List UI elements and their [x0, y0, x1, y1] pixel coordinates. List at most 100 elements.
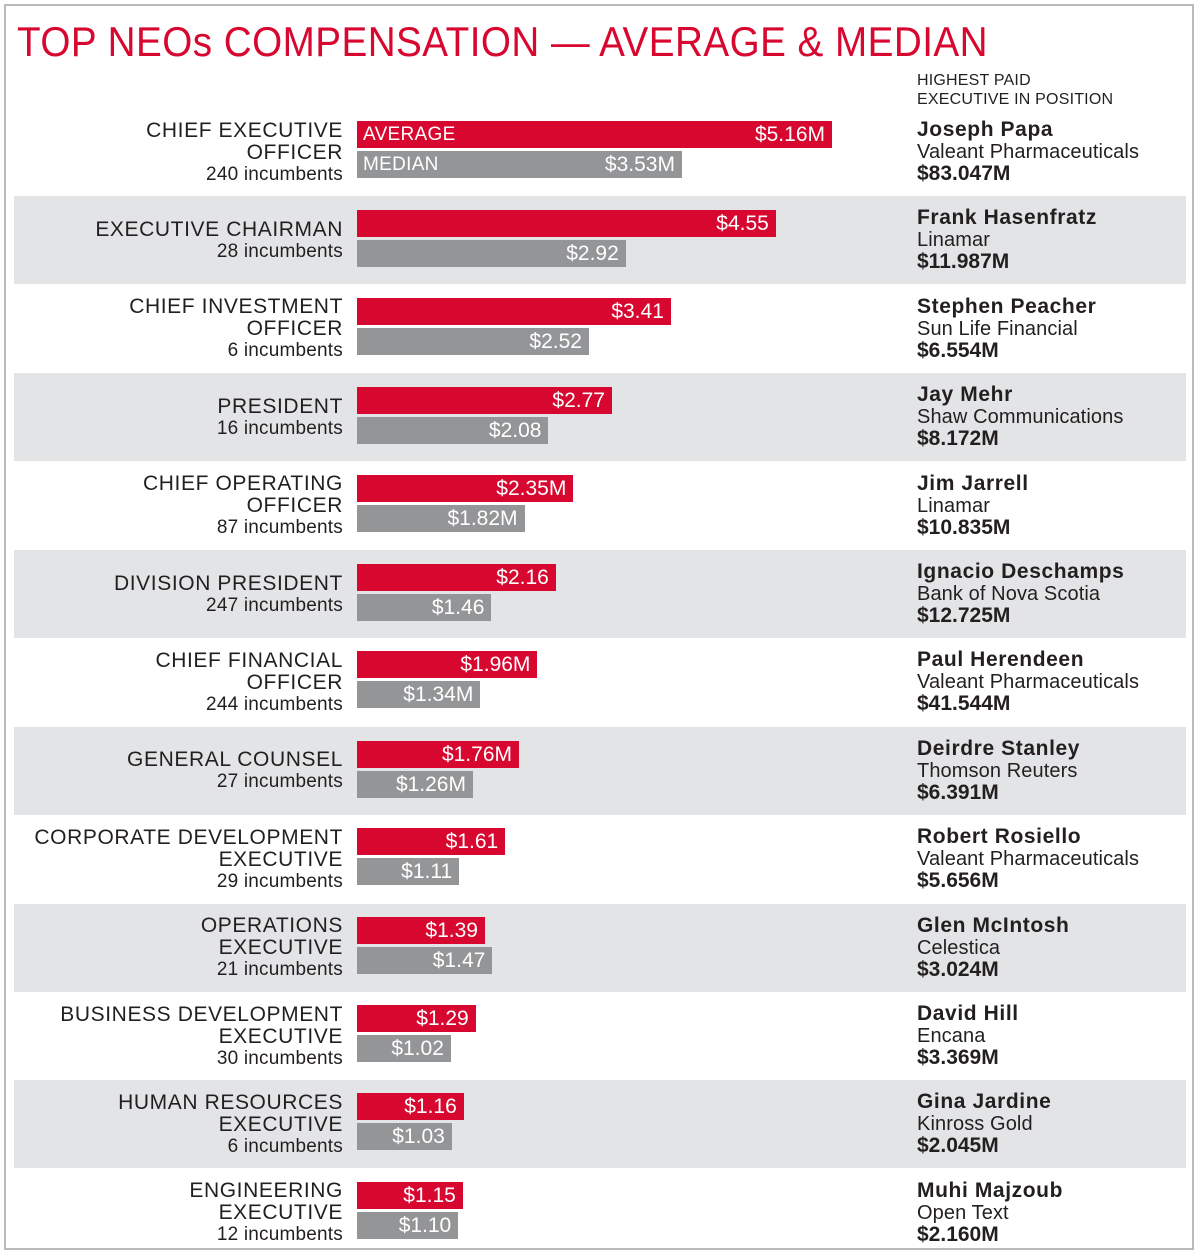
executive-company: Valeant Pharmaceuticals — [917, 848, 1140, 871]
executive-company: Valeant Pharmaceuticals — [917, 671, 1140, 694]
executive-name: Frank Hasenfratz — [917, 206, 1097, 230]
highest-paid-executive: Jay Mehr Shaw Communications $8.172M — [917, 373, 1123, 461]
chart-row: CHIEF INVESTMENT OFFICER 6 incumbents $3.41… — [14, 285, 1186, 373]
highest-paid-executive: Paul Herendeen Valeant Pharmaceuticals $41… — [917, 638, 1139, 726]
incumbents-count: 16 incumbents — [216, 417, 343, 439]
highest-paid-header-line-2: EXECUTIVE IN POSITION — [917, 91, 1114, 108]
position-labels: BUSINESS DEVELOPMENT EXECUTIVE 30 incumben… — [60, 992, 343, 1080]
executive-compensation: $2.160M — [917, 1222, 999, 1246]
executive-name: Muhi Majzoub — [917, 1178, 1064, 1202]
highest-paid-executive: Gina Jardine Kinross Gold $2.045M — [917, 1080, 1051, 1168]
highest-paid-executive: Deirdre Stanley Thomson Reuters $6.391M — [917, 727, 1080, 815]
position-labels: ENGINEERING EXECUTIVE 12 incumbents — [189, 1169, 343, 1257]
position-labels: GENERAL COUNSEL 27 incumbents — [127, 727, 343, 815]
executive-compensation: $10.835M — [917, 515, 1011, 539]
position-label: HUMAN RESOURCES — [118, 1090, 343, 1114]
median-value-label: $1.34M — [403, 683, 474, 707]
average-value-label: $2.77 — [552, 389, 605, 413]
executive-compensation: $6.391M — [917, 780, 999, 804]
chart-row: CHIEF EXECUTIVE OFFICER 240 incumbents AVER… — [14, 108, 1186, 196]
average-value-label: $1.96M — [460, 653, 531, 677]
incumbents-count: 6 incumbents — [227, 1135, 343, 1157]
executive-company: Kinross Gold — [917, 1113, 1033, 1136]
median-value-label: $2.08 — [488, 419, 542, 443]
executive-compensation: $6.554M — [917, 338, 999, 362]
position-label: CORPORATE DEVELOPMENT — [34, 825, 343, 849]
chart-row: DIVISION PRESIDENT 247 incumbents $2.16 $1.… — [14, 550, 1186, 638]
median-bar: $1.82M — [357, 504, 525, 532]
incumbents-count: 87 incumbents — [216, 517, 343, 539]
median-value-label: $1.47 — [432, 948, 486, 972]
incumbents-count: 244 incumbents — [206, 693, 343, 715]
highest-paid-executive: David Hill Encana $3.369M — [917, 992, 1019, 1080]
median-bar: $1.02 — [357, 1035, 451, 1062]
chart-row: GENERAL COUNSEL 27 incumbents $1.76M $1.26M… — [14, 726, 1186, 815]
position-label: CHIEF INVESTMENT — [129, 295, 343, 319]
executive-name: Glen McIntosh — [917, 913, 1070, 937]
executive-name: Stephen Peacher — [917, 294, 1097, 318]
executive-compensation: $8.172M — [917, 427, 999, 451]
highest-paid-executive: Glen McIntosh Celestica $3.024M — [917, 904, 1069, 992]
average-bar: $2.77 — [357, 387, 612, 415]
median-bar: $2.08 — [357, 417, 549, 445]
average-bar: $1.61 — [357, 828, 506, 856]
chart-row: CHIEF OPERATING OFFICER 87 incumbents $2.35… — [14, 462, 1186, 550]
position-label: ENGINEERING — [189, 1179, 343, 1203]
chart-frame — [4, 4, 1194, 1250]
average-bar: AVERAGE $5.16M — [357, 121, 832, 148]
highest-paid-executive: Ignacio Deschamps Bank of Nova Scotia $12.… — [917, 550, 1124, 638]
position-label: EXECUTIVE — [218, 1024, 343, 1048]
executive-company: Celestica — [917, 936, 1001, 959]
highest-paid-header-line-1: HIGHEST PAID — [917, 72, 1031, 89]
chart-row: PRESIDENT 16 incumbents $2.77 $2.08 Jay Mehr… — [14, 373, 1186, 462]
position-labels: CHIEF FINANCIAL OFFICER 244 incumbents — [155, 638, 343, 726]
position-labels: EXECUTIVE CHAIRMAN 28 incumbents — [95, 196, 343, 284]
chart-row: HUMAN RESOURCES EXECUTIVE 6 incumbents $1.1… — [14, 1080, 1186, 1169]
median-bar: MEDIAN $3.53M — [357, 151, 682, 178]
executive-compensation: $3.369M — [917, 1046, 999, 1069]
highest-paid-executive: Robert Rosiello Valeant Pharmaceuticals $5… — [917, 815, 1139, 903]
position-labels: HUMAN RESOURCES EXECUTIVE 6 incumbents — [118, 1080, 343, 1168]
position-label: OFFICER — [246, 317, 343, 341]
position-label: EXECUTIVE CHAIRMAN — [95, 217, 343, 241]
incumbents-count: 29 incumbents — [216, 870, 343, 892]
median-value-label: $1.03 — [392, 1125, 445, 1149]
executive-name: Ignacio Deschamps — [917, 560, 1125, 583]
median-bar: $1.26M — [357, 770, 473, 798]
average-bar: $1.15 — [357, 1181, 463, 1209]
average-value-label: $1.76M — [441, 742, 512, 766]
executive-compensation: $5.656M — [917, 869, 999, 893]
position-labels: CHIEF OPERATING OFFICER 87 incumbents — [143, 462, 343, 550]
average-value-label: $3.41 — [611, 299, 664, 323]
executive-name: Jim Jarrell — [917, 471, 1029, 495]
position-label: CHIEF OPERATING — [143, 472, 343, 496]
position-label: OFFICER — [246, 670, 343, 694]
median-bar: $2.92 — [357, 240, 626, 268]
chart-row: CHIEF FINANCIAL OFFICER 244 incumbents $1.9… — [14, 638, 1186, 726]
position-labels: CHIEF INVESTMENT OFFICER 6 incumbents — [129, 285, 343, 373]
average-value-label: $5.16M — [754, 123, 825, 146]
position-label: EXECUTIVE — [218, 1201, 343, 1225]
median-bar: $1.11 — [357, 858, 460, 886]
executive-company: Encana — [917, 1025, 986, 1047]
position-label: OPERATIONS — [200, 914, 343, 938]
highest-paid-header: HIGHEST PAID EXECUTIVE IN POSITION — [917, 71, 1113, 109]
highest-paid-executive: Stephen Peacher Sun Life Financial $6.554M — [917, 285, 1096, 373]
median-value-label: $1.26M — [395, 772, 466, 796]
median-bar: $1.46 — [357, 594, 492, 621]
incumbents-count: 21 incumbents — [216, 959, 343, 981]
executive-company: Linamar — [917, 229, 990, 252]
executive-company: Valeant Pharmaceuticals — [917, 141, 1140, 163]
average-bar: $1.76M — [357, 740, 519, 768]
median-value-label: $2.52 — [529, 329, 582, 353]
executive-name: Gina Jardine — [917, 1090, 1052, 1114]
position-label: OFFICER — [246, 140, 343, 164]
position-label: DIVISION PRESIDENT — [113, 571, 343, 595]
highest-paid-executive: Jim Jarrell Linamar $10.835M — [917, 462, 1029, 550]
incumbents-count: 6 incumbents — [227, 340, 343, 362]
highest-paid-executive: Joseph Papa Valeant Pharmaceuticals $83.04… — [917, 108, 1139, 196]
position-label: CHIEF FINANCIAL — [155, 648, 343, 672]
median-value-label: $1.10 — [398, 1213, 452, 1237]
average-bar: $2.16 — [357, 564, 556, 591]
executive-name: Robert Rosiello — [917, 825, 1082, 849]
